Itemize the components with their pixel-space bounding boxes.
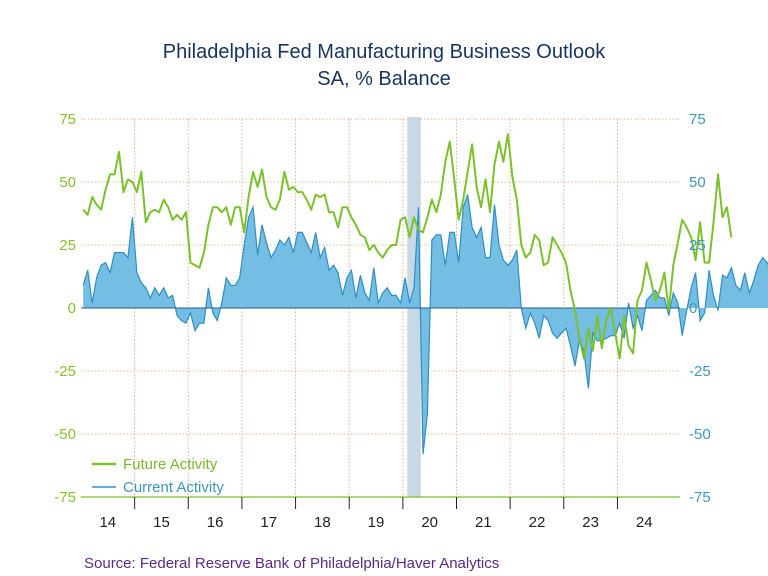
x-tick-label: 17 bbox=[260, 514, 277, 531]
y-tick-label-left: 0 bbox=[68, 300, 76, 317]
y-tick-label-left: 25 bbox=[59, 237, 76, 254]
source-note: Source: Federal Reserve Bank of Philadel… bbox=[84, 555, 499, 572]
y-tick-label-right: 0 bbox=[689, 300, 697, 317]
plot-area: 75 75 50 50 25 25 0 0 -25 -25 -50 -50 -75 -75 14 15 16 17… bbox=[54, 111, 768, 531]
x-tick-label: 24 bbox=[636, 514, 653, 531]
y-tick-label-left: 50 bbox=[59, 174, 76, 191]
x-tick-label: 20 bbox=[421, 514, 438, 531]
y-tick-label-right: -50 bbox=[689, 426, 711, 443]
series-current-line bbox=[82, 194, 768, 455]
legend: Future Activity Current Activity bbox=[92, 456, 224, 496]
x-tick-label: 19 bbox=[368, 514, 385, 531]
x-tick-label: 15 bbox=[153, 514, 170, 531]
x-tick-label: 21 bbox=[475, 514, 492, 531]
y-tick-label-right: -25 bbox=[689, 363, 711, 380]
x-tick-label: 18 bbox=[314, 514, 331, 531]
legend-label-current: Current Activity bbox=[123, 479, 224, 496]
x-tick-label: 14 bbox=[99, 514, 116, 531]
legend-label-future: Future Activity bbox=[123, 456, 218, 473]
x-tick-label: 23 bbox=[582, 514, 599, 531]
y-tick-label-left: -50 bbox=[54, 426, 76, 443]
chart-title: Philadelphia Fed Manufacturing Business … bbox=[163, 41, 606, 63]
x-tick-label: 22 bbox=[529, 514, 546, 531]
y-tick-label-right: 50 bbox=[689, 174, 706, 191]
series-future-line bbox=[82, 133, 733, 360]
x-tick-label: 16 bbox=[207, 514, 224, 531]
y-tick-label-left: -75 bbox=[54, 489, 76, 506]
series-current-area bbox=[83, 194, 768, 455]
y-tick-label-right: -75 bbox=[689, 489, 711, 506]
y-tick-label-right: 75 bbox=[689, 111, 706, 128]
y-tick-label-right: 25 bbox=[689, 237, 706, 254]
y-tick-label-left: -25 bbox=[54, 363, 76, 380]
y-tick-label-left: 75 bbox=[59, 111, 76, 128]
chart-subtitle: SA, % Balance bbox=[317, 68, 450, 90]
